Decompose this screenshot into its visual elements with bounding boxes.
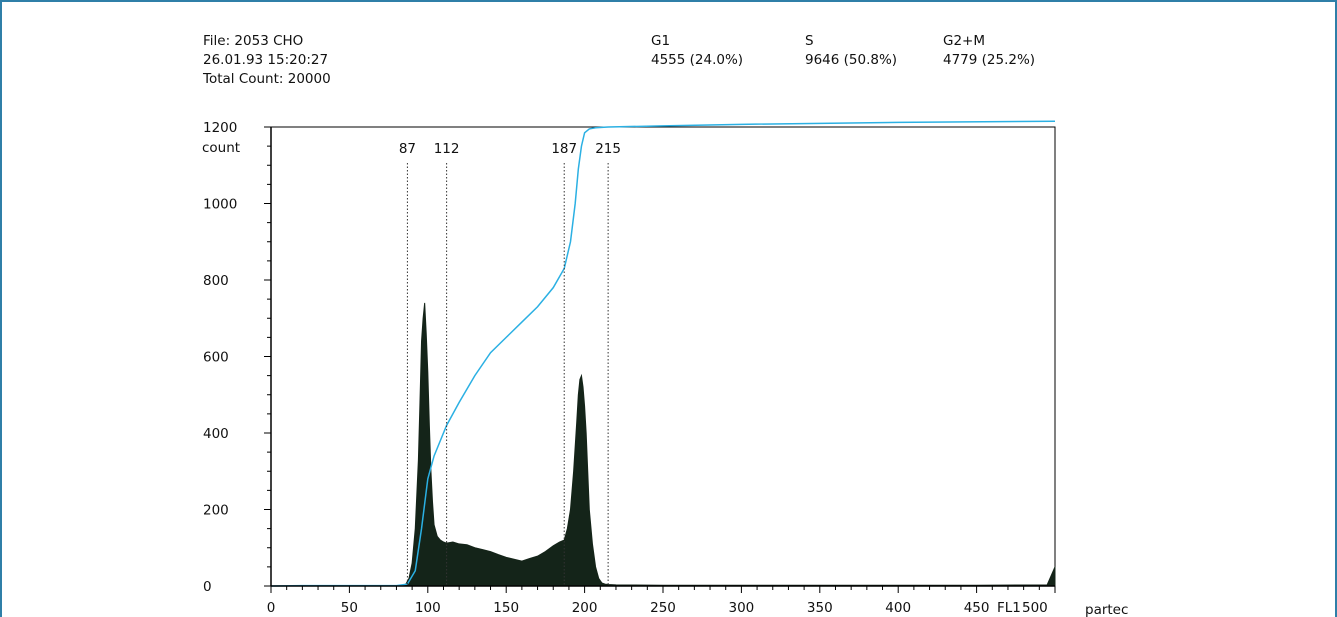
- x-tick-label-350: 350: [807, 600, 833, 616]
- y-tick-label-1000: 1000: [203, 197, 237, 213]
- y-axis-label: count: [202, 140, 240, 156]
- x-tick-label-250: 250: [650, 600, 676, 616]
- cumulative-line: [270, 120, 1056, 587]
- g1-value: 4555 (24.0%): [651, 52, 743, 68]
- x-tick-label-150: 150: [493, 600, 519, 616]
- x-tick-label-100: 100: [415, 600, 441, 616]
- s-value: 9646 (50.8%): [805, 52, 897, 68]
- y-tick-label-800: 800: [203, 273, 229, 289]
- y-tick-label-0: 0: [203, 579, 212, 595]
- timestamp: 26.01.93 15:20:27: [203, 52, 328, 68]
- gate-label-3: 187: [551, 141, 577, 157]
- x-axis-label: FL1: [997, 600, 1021, 616]
- plot-border: [271, 126, 1056, 586]
- g1-label: G1: [651, 33, 670, 49]
- x-tick-label-200: 200: [572, 600, 598, 616]
- y-tick-label-400: 400: [203, 426, 229, 442]
- y-tick-label-200: 200: [203, 503, 229, 519]
- file-name: File: 2053 CHO: [203, 33, 303, 49]
- gate-label-2: 112: [434, 141, 460, 157]
- y-tick-label-600: 600: [203, 350, 229, 366]
- g2m-label: G2+M: [943, 33, 985, 49]
- brand-label: partec: [1085, 602, 1128, 617]
- y-tick-label-1200: 1200: [203, 120, 237, 136]
- x-tick-label-450: 450: [964, 600, 990, 616]
- x-tick-label-500: 500: [1022, 600, 1048, 616]
- g2m-value: 4779 (25.2%): [943, 52, 1035, 68]
- s-label: S: [805, 33, 814, 49]
- x-tick-label-50: 50: [341, 600, 358, 616]
- total-count: Total Count: 20000: [202, 71, 331, 87]
- x-tick-label-300: 300: [729, 600, 755, 616]
- x-tick-label-0: 0: [267, 600, 276, 616]
- gate-label-4: 215: [595, 141, 621, 157]
- gate-label-1: 87: [399, 141, 416, 157]
- histogram-area: [402, 302, 1056, 587]
- x-tick-label-400: 400: [885, 600, 911, 616]
